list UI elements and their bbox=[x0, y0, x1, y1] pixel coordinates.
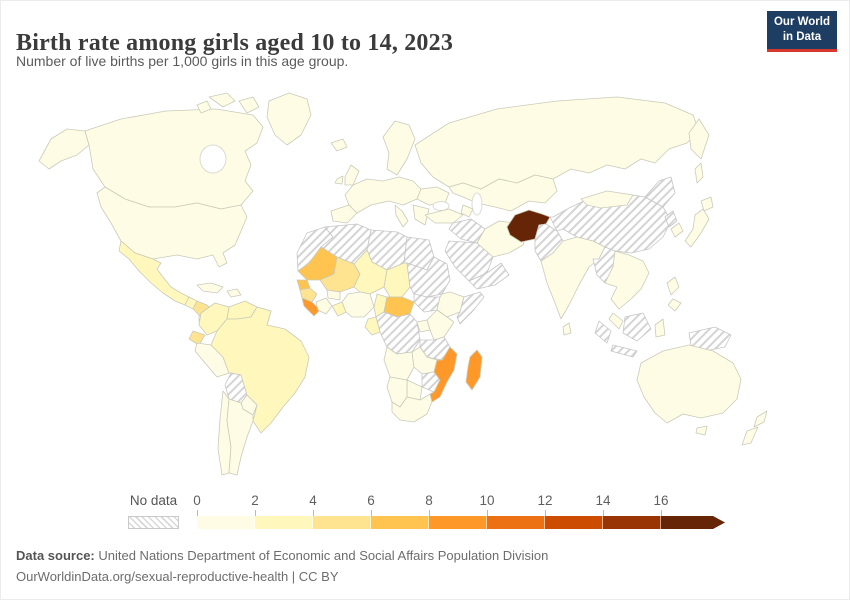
country-sri-lanka[interactable] bbox=[562, 322, 572, 336]
country-north-korea[interactable] bbox=[664, 210, 678, 228]
country-south-africa[interactable] bbox=[391, 393, 433, 423]
country-new-zealand-north[interactable] bbox=[753, 410, 768, 428]
country-indonesia-borneo[interactable] bbox=[622, 312, 652, 342]
footer-data-source: Data source: United Nations Department o… bbox=[16, 548, 548, 563]
owid-logo-line2: in Data bbox=[782, 31, 822, 43]
legend-bin-6-8[interactable] bbox=[371, 516, 429, 529]
legend-no-data-label: No data bbox=[129, 493, 178, 508]
country-russia-sakhalin[interactable] bbox=[694, 162, 704, 184]
country-angola[interactable] bbox=[383, 346, 415, 381]
legend-bin-2-4[interactable] bbox=[255, 516, 313, 529]
country-burkina-faso[interactable] bbox=[326, 289, 341, 301]
legend-bin-4-6[interactable] bbox=[313, 516, 371, 529]
country-europe-ukraine[interactable] bbox=[416, 186, 450, 206]
country-indonesia-java[interactable] bbox=[610, 344, 638, 358]
country-philippines-luzon[interactable] bbox=[666, 276, 680, 296]
footer-source-label: Data source: bbox=[16, 548, 95, 563]
country-dr-congo[interactable] bbox=[375, 311, 421, 355]
country-madagascar[interactable] bbox=[465, 349, 483, 391]
country-canada-arctic3[interactable] bbox=[196, 100, 212, 114]
footer-link[interactable]: OurWorldinData.org/sexual-reproductive-h… bbox=[16, 569, 339, 584]
country-europe-iceland[interactable] bbox=[330, 138, 348, 152]
country-ivory-coast[interactable] bbox=[315, 297, 333, 315]
owid-logo-line1: Our World bbox=[773, 16, 830, 29]
country-south-sudan[interactable] bbox=[413, 293, 441, 313]
country-papua-new-guinea[interactable] bbox=[688, 326, 732, 352]
country-new-zealand-south[interactable] bbox=[741, 426, 759, 446]
legend-bin-12-14[interactable] bbox=[545, 516, 603, 529]
country-japan-honshu[interactable] bbox=[684, 208, 710, 248]
country-canada-arctic2[interactable] bbox=[238, 96, 260, 114]
country-europe-iberia[interactable] bbox=[330, 204, 358, 224]
country-argentina[interactable] bbox=[226, 398, 254, 476]
country-europe-scandinavia[interactable] bbox=[382, 120, 416, 176]
country-gabon-congo[interactable] bbox=[364, 316, 381, 336]
footer-source-text: United Nations Department of Economic an… bbox=[94, 548, 549, 563]
country-usa[interactable] bbox=[96, 186, 248, 268]
hudson-bay bbox=[199, 144, 227, 174]
legend-color-bar bbox=[197, 516, 725, 529]
legend-bin-8-10[interactable] bbox=[429, 516, 487, 529]
country-russia[interactable] bbox=[414, 96, 700, 190]
country-indochina[interactable] bbox=[604, 250, 650, 310]
country-south-korea[interactable] bbox=[670, 222, 684, 238]
country-yemen-oman[interactable] bbox=[468, 262, 510, 290]
country-europe-ireland[interactable] bbox=[334, 175, 344, 185]
caspian-sea bbox=[471, 192, 483, 216]
legend-bin-0-2[interactable] bbox=[197, 516, 255, 529]
country-ethiopia[interactable] bbox=[436, 291, 465, 318]
country-indonesia-sumatra[interactable] bbox=[594, 320, 612, 344]
legend-bin-14-16[interactable] bbox=[603, 516, 661, 529]
country-nigeria[interactable] bbox=[341, 291, 375, 318]
legend-no-data-swatch[interactable] bbox=[128, 516, 179, 529]
country-russia-kamchatka[interactable] bbox=[688, 118, 710, 160]
country-europe-uk[interactable] bbox=[344, 164, 360, 186]
country-japan-hokkaido[interactable] bbox=[700, 196, 714, 212]
country-cuba[interactable] bbox=[196, 282, 224, 294]
black-sea bbox=[432, 201, 450, 211]
legend-bin-10-12[interactable] bbox=[487, 516, 545, 529]
country-mozambique[interactable] bbox=[429, 346, 458, 403]
page-title: Birth rate among girls aged 10 to 14, 20… bbox=[16, 30, 454, 57]
country-europe-central[interactable] bbox=[344, 176, 422, 214]
country-sierra-leone-liberia[interactable] bbox=[301, 297, 321, 317]
country-hispaniola[interactable] bbox=[226, 288, 242, 298]
legend-bin-16+[interactable] bbox=[661, 516, 725, 529]
country-philippines-mindanao[interactable] bbox=[667, 298, 682, 312]
chart-subtitle: Number of live births per 1,000 girls in… bbox=[16, 53, 349, 69]
country-greenland[interactable] bbox=[266, 92, 312, 146]
country-turkey[interactable] bbox=[424, 208, 464, 224]
country-brazil[interactable] bbox=[210, 306, 310, 434]
country-china-northeast[interactable] bbox=[644, 176, 676, 208]
country-canada-arctic1[interactable] bbox=[208, 92, 236, 108]
country-caucasus[interactable] bbox=[460, 204, 474, 218]
country-malaysia[interactable] bbox=[608, 312, 624, 330]
country-botswana[interactable] bbox=[406, 379, 423, 401]
country-somalia[interactable] bbox=[456, 291, 485, 325]
owid-logo[interactable]: Our World in Data bbox=[767, 11, 837, 52]
country-europe-italy[interactable] bbox=[394, 204, 409, 228]
country-mongolia[interactable] bbox=[580, 190, 634, 209]
country-australia[interactable] bbox=[636, 344, 742, 424]
country-alaska[interactable] bbox=[38, 128, 90, 170]
country-sulawesi[interactable] bbox=[654, 318, 666, 338]
country-europe-balkans[interactable] bbox=[412, 204, 430, 226]
country-tasmania[interactable] bbox=[695, 425, 708, 436]
